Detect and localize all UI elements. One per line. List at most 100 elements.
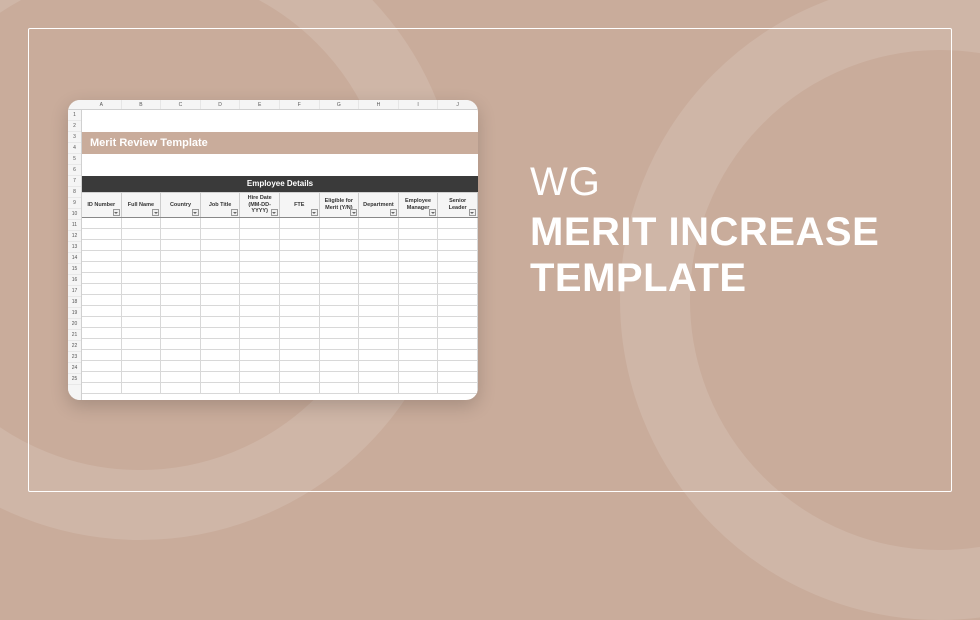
table-cell[interactable] bbox=[201, 295, 241, 305]
table-cell[interactable] bbox=[161, 273, 201, 283]
table-cell[interactable] bbox=[240, 383, 280, 393]
table-cell[interactable] bbox=[438, 317, 478, 327]
table-cell[interactable] bbox=[399, 240, 439, 250]
table-cell[interactable] bbox=[82, 328, 122, 338]
table-cell[interactable] bbox=[161, 383, 201, 393]
table-cell[interactable] bbox=[280, 383, 320, 393]
table-cell[interactable] bbox=[438, 328, 478, 338]
table-cell[interactable] bbox=[359, 339, 399, 349]
table-cell[interactable] bbox=[399, 251, 439, 261]
table-cell[interactable] bbox=[122, 372, 162, 382]
table-cell[interactable] bbox=[320, 251, 360, 261]
table-row[interactable] bbox=[82, 273, 478, 284]
table-cell[interactable] bbox=[399, 273, 439, 283]
table-cell[interactable] bbox=[359, 262, 399, 272]
table-cell[interactable] bbox=[320, 295, 360, 305]
table-cell[interactable] bbox=[399, 317, 439, 327]
table-cell[interactable] bbox=[161, 251, 201, 261]
table-cell[interactable] bbox=[122, 240, 162, 250]
table-cell[interactable] bbox=[438, 361, 478, 371]
table-cell[interactable] bbox=[399, 284, 439, 294]
table-cell[interactable] bbox=[399, 383, 439, 393]
table-row[interactable] bbox=[82, 295, 478, 306]
table-cell[interactable] bbox=[240, 229, 280, 239]
table-cell[interactable] bbox=[399, 339, 439, 349]
column-header[interactable]: FTE bbox=[280, 193, 320, 217]
table-cell[interactable] bbox=[359, 383, 399, 393]
table-cell[interactable] bbox=[320, 317, 360, 327]
table-cell[interactable] bbox=[122, 306, 162, 316]
table-cell[interactable] bbox=[161, 372, 201, 382]
table-cell[interactable] bbox=[399, 295, 439, 305]
table-cell[interactable] bbox=[280, 317, 320, 327]
table-cell[interactable] bbox=[122, 251, 162, 261]
table-cell[interactable] bbox=[201, 328, 241, 338]
filter-dropdown-icon[interactable] bbox=[390, 209, 397, 216]
table-cell[interactable] bbox=[82, 317, 122, 327]
table-cell[interactable] bbox=[359, 273, 399, 283]
table-cell[interactable] bbox=[82, 218, 122, 228]
table-cell[interactable] bbox=[201, 284, 241, 294]
table-cell[interactable] bbox=[320, 372, 360, 382]
table-cell[interactable] bbox=[82, 383, 122, 393]
filter-dropdown-icon[interactable] bbox=[469, 209, 476, 216]
table-cell[interactable] bbox=[122, 383, 162, 393]
table-cell[interactable] bbox=[320, 306, 360, 316]
table-cell[interactable] bbox=[438, 273, 478, 283]
table-cell[interactable] bbox=[359, 240, 399, 250]
table-cell[interactable] bbox=[240, 306, 280, 316]
table-cell[interactable] bbox=[438, 339, 478, 349]
table-cell[interactable] bbox=[122, 361, 162, 371]
table-cell[interactable] bbox=[82, 262, 122, 272]
table-cell[interactable] bbox=[438, 306, 478, 316]
table-cell[interactable] bbox=[201, 240, 241, 250]
table-cell[interactable] bbox=[82, 339, 122, 349]
table-cell[interactable] bbox=[240, 328, 280, 338]
table-cell[interactable] bbox=[399, 306, 439, 316]
table-cell[interactable] bbox=[320, 284, 360, 294]
table-cell[interactable] bbox=[359, 306, 399, 316]
column-header[interactable]: Hire Date (MM-DD-YYYY) bbox=[240, 193, 280, 217]
table-cell[interactable] bbox=[82, 240, 122, 250]
table-cell[interactable] bbox=[122, 317, 162, 327]
table-row[interactable] bbox=[82, 262, 478, 273]
table-cell[interactable] bbox=[122, 262, 162, 272]
table-row[interactable] bbox=[82, 383, 478, 394]
table-cell[interactable] bbox=[280, 339, 320, 349]
table-cell[interactable] bbox=[438, 251, 478, 261]
table-cell[interactable] bbox=[320, 361, 360, 371]
table-row[interactable] bbox=[82, 372, 478, 383]
table-cell[interactable] bbox=[161, 229, 201, 239]
table-cell[interactable] bbox=[280, 284, 320, 294]
table-cell[interactable] bbox=[320, 273, 360, 283]
filter-dropdown-icon[interactable] bbox=[271, 209, 278, 216]
filter-dropdown-icon[interactable] bbox=[192, 209, 199, 216]
table-cell[interactable] bbox=[320, 218, 360, 228]
column-header[interactable]: Job Title bbox=[201, 193, 241, 217]
table-cell[interactable] bbox=[438, 372, 478, 382]
table-row[interactable] bbox=[82, 218, 478, 229]
column-header[interactable]: Eligible for Merit (Y/N) bbox=[320, 193, 360, 217]
table-cell[interactable] bbox=[161, 339, 201, 349]
table-cell[interactable] bbox=[122, 273, 162, 283]
column-header[interactable]: Full Name bbox=[122, 193, 162, 217]
table-cell[interactable] bbox=[399, 328, 439, 338]
table-cell[interactable] bbox=[122, 339, 162, 349]
table-cell[interactable] bbox=[359, 372, 399, 382]
filter-dropdown-icon[interactable] bbox=[113, 209, 120, 216]
table-cell[interactable] bbox=[240, 262, 280, 272]
table-cell[interactable] bbox=[320, 350, 360, 360]
table-cell[interactable] bbox=[280, 262, 320, 272]
table-cell[interactable] bbox=[240, 284, 280, 294]
table-cell[interactable] bbox=[161, 306, 201, 316]
table-cell[interactable] bbox=[280, 273, 320, 283]
table-cell[interactable] bbox=[280, 240, 320, 250]
table-cell[interactable] bbox=[82, 284, 122, 294]
table-row[interactable] bbox=[82, 284, 478, 295]
table-cell[interactable] bbox=[280, 361, 320, 371]
table-cell[interactable] bbox=[240, 218, 280, 228]
table-cell[interactable] bbox=[161, 218, 201, 228]
table-cell[interactable] bbox=[359, 361, 399, 371]
table-cell[interactable] bbox=[280, 218, 320, 228]
table-cell[interactable] bbox=[359, 317, 399, 327]
